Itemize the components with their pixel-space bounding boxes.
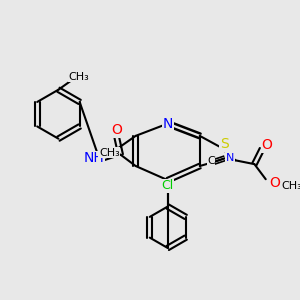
Text: O: O — [111, 123, 122, 137]
Text: O: O — [270, 176, 280, 190]
Text: CH₃: CH₃ — [69, 71, 89, 82]
Text: CH₃: CH₃ — [282, 181, 300, 191]
Text: Cl: Cl — [162, 179, 174, 192]
Text: N: N — [226, 152, 234, 163]
Text: O: O — [261, 138, 272, 152]
Text: S: S — [220, 137, 229, 151]
Text: N: N — [163, 117, 173, 130]
Text: CH₃: CH₃ — [99, 148, 120, 158]
Text: NH: NH — [84, 152, 105, 166]
Text: C: C — [207, 156, 215, 166]
